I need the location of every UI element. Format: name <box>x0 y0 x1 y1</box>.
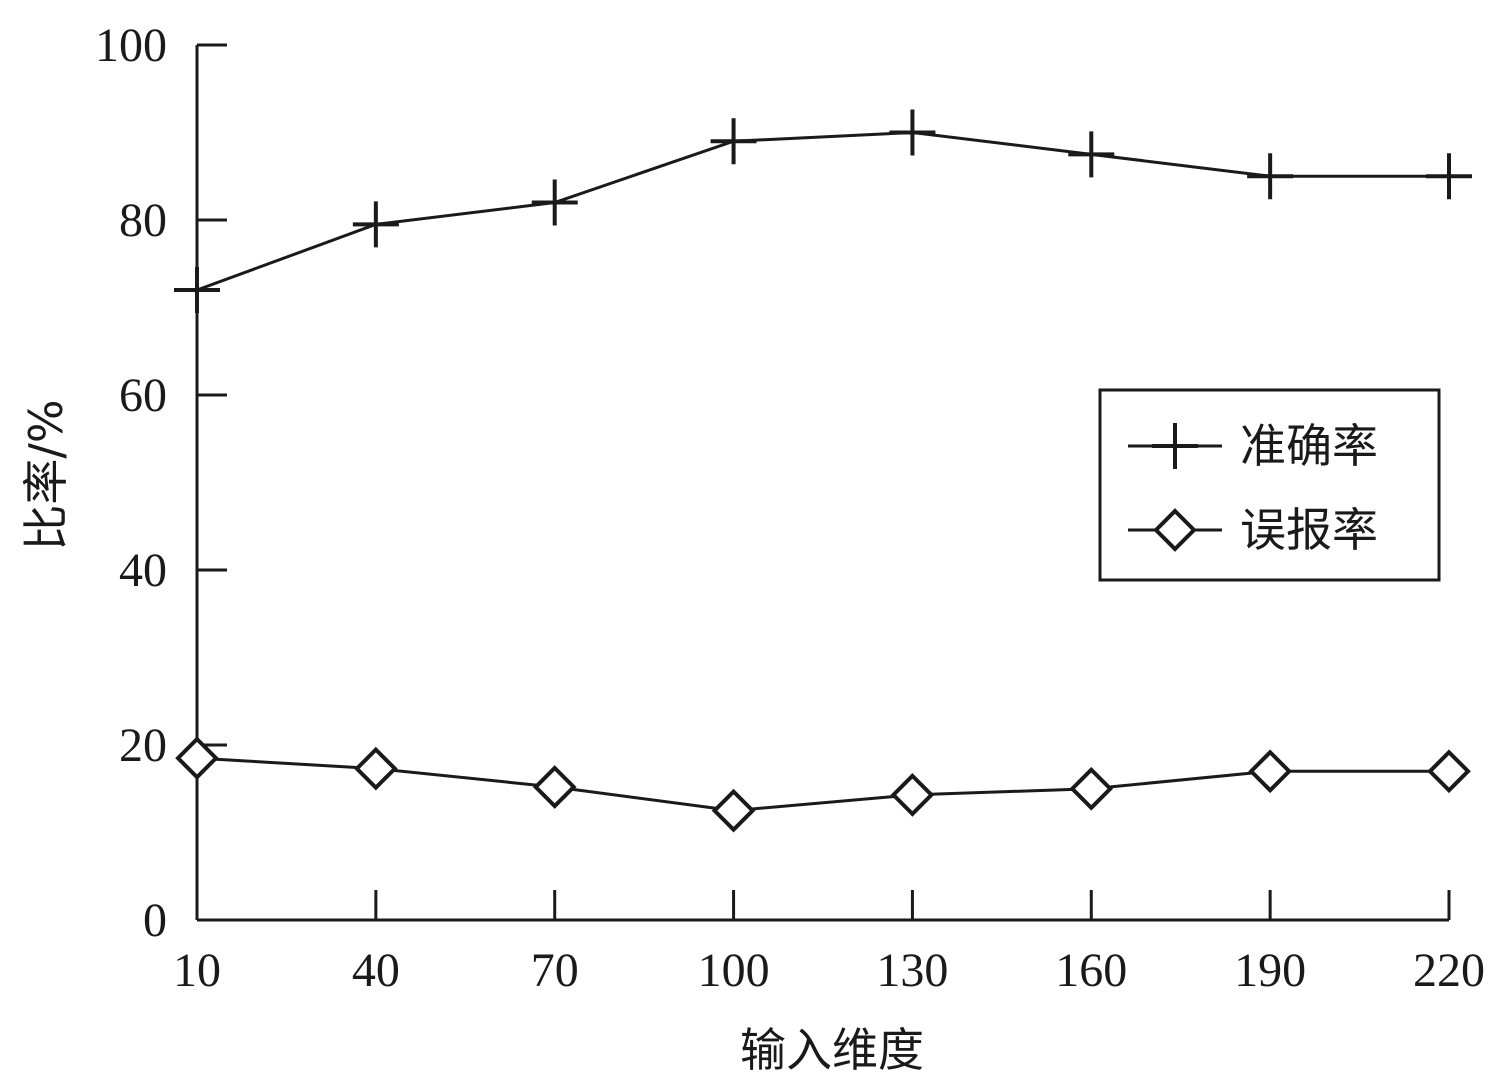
y-axis-title: 比率/% <box>19 399 73 550</box>
plus-marker <box>1426 153 1472 200</box>
diamond-icon <box>1153 508 1197 552</box>
x-axis-title: 输入维度 <box>740 1023 924 1077</box>
x-tick-label: 70 <box>531 944 579 997</box>
x-tick-label: 10 <box>173 944 221 997</box>
x-tick-label: 100 <box>698 944 770 997</box>
series-line <box>196 756 1449 813</box>
diamond-marker <box>890 773 935 817</box>
y-tick-label: 20 <box>119 719 167 772</box>
legend-item: 准确率 <box>1128 419 1378 473</box>
y-tick-label: 40 <box>119 544 167 597</box>
plus-icon <box>1152 423 1198 469</box>
y-tick-label: 100 <box>95 19 167 72</box>
x-tick-label: 220 <box>1413 944 1485 997</box>
x-tick-label: 190 <box>1234 944 1306 997</box>
diamond-marker <box>1248 749 1292 794</box>
y-tick-label: 0 <box>143 894 167 947</box>
plus-marker <box>710 118 757 165</box>
y-tick-label: 60 <box>119 369 167 422</box>
legend-label: 准确率 <box>1240 419 1378 473</box>
x-tick-label: 160 <box>1055 944 1127 997</box>
x-tick-label: 130 <box>876 944 948 997</box>
diamond-marker <box>354 746 398 791</box>
diamond-marker <box>1069 766 1114 811</box>
x-tick-label: 40 <box>352 944 400 997</box>
series-line <box>196 130 1449 292</box>
diamond-marker <box>1427 749 1471 794</box>
series-2 <box>175 736 1471 833</box>
axis-ticks: 0 20 40 60 80 100 10 40 70 100 130 160 190 220 <box>95 19 1485 997</box>
legend-item: 误报率 <box>1128 503 1378 557</box>
plus-marker <box>531 179 578 226</box>
legend-label: 误报率 <box>1240 503 1378 557</box>
diamond-marker <box>711 788 756 833</box>
series-1 <box>174 109 1472 313</box>
plus-marker <box>1068 131 1115 178</box>
diamond-marker <box>532 765 577 809</box>
series-group <box>174 109 1472 833</box>
legend-box <box>1098 388 1441 582</box>
plus-marker <box>889 109 936 156</box>
y-tick-label: 80 <box>119 194 167 247</box>
plus-marker <box>174 267 220 313</box>
plus-marker <box>1247 153 1294 200</box>
diamond-marker <box>175 736 219 780</box>
plus-marker <box>352 201 399 248</box>
